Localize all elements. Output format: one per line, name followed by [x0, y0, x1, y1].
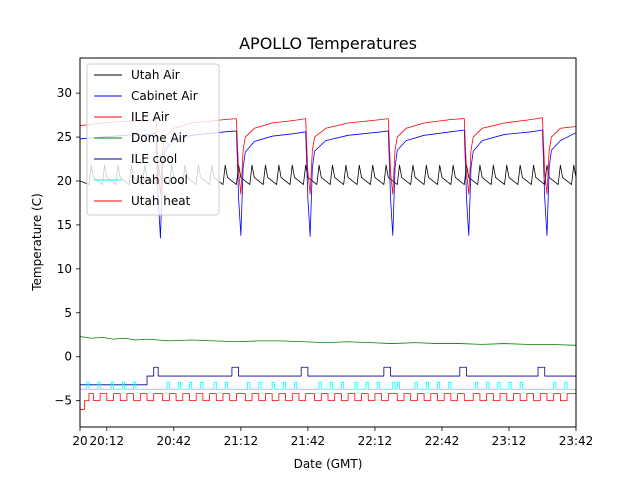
legend-label-ile-cool: ILE cool: [131, 152, 177, 166]
x-tick-label: 21:12: [224, 434, 259, 448]
legend: Utah Air Cabinet Air ILE Air Dome Air ILE co…: [86, 63, 220, 216]
y-tick-label: 0: [64, 350, 72, 364]
legend-label-cabinet-air: Cabinet Air: [131, 89, 198, 103]
x-tick-label: 22:12: [358, 434, 393, 448]
chart-title: APOLLO Temperatures: [239, 34, 417, 53]
x-tick-label: 20: [72, 434, 87, 448]
x-axis-label: Date (GMT): [294, 457, 363, 471]
legend-label-utah-cool: Utah cool: [131, 173, 188, 187]
x-tick-label: 20:42: [157, 434, 192, 448]
legend-label-ile-air: ILE Air: [131, 110, 169, 124]
x-axis-ticks: 20 20:12 20:42 21:12 21:42 22:12 22:42 23:12 23:…: [72, 427, 593, 448]
series-line-dome-air: [79, 336, 577, 346]
y-tick-label: −5: [54, 394, 72, 408]
series-line-utah-cool: [80, 381, 576, 390]
series-line-utah-heat: [80, 393, 576, 410]
x-tick-label: 21:42: [291, 434, 326, 448]
y-tick-label: 25: [57, 130, 72, 144]
x-tick-label: 22:42: [425, 434, 460, 448]
x-tick-label: 23:42: [559, 434, 594, 448]
y-tick-label: 20: [57, 174, 72, 188]
x-tick-label: 23:12: [492, 434, 527, 448]
legend-box: [86, 63, 220, 216]
y-tick-label: 10: [57, 262, 72, 276]
legend-label-utah-air: Utah Air: [131, 68, 180, 82]
legend-label-dome-air: Dome Air: [131, 131, 187, 145]
y-axis-ticks: −5 0 5 10 15 20 25 30: [54, 86, 80, 408]
series-line-ile-cool: [80, 366, 576, 386]
y-tick-label: 5: [64, 306, 72, 320]
y-tick-label: 30: [57, 86, 72, 100]
y-axis-label: Temperature (C): [30, 193, 44, 292]
y-tick-label: 15: [57, 218, 72, 232]
plot-frame: [79, 57, 577, 428]
x-tick-label: 20:12: [90, 434, 125, 448]
legend-label-utah-heat: Utah heat: [131, 194, 191, 208]
